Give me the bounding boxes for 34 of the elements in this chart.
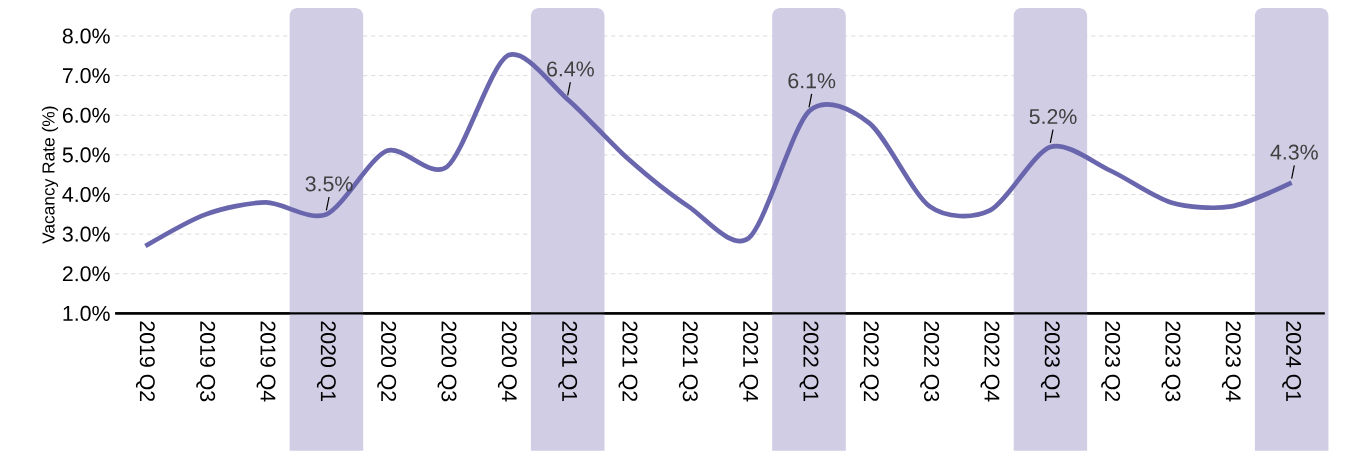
x-tick-label: 2023 Q2 <box>1101 321 1121 402</box>
x-tick-label: 2023 Q3 <box>1161 321 1181 402</box>
x-tick-label: 2023 Q1 <box>1040 321 1060 402</box>
x-tick-label: 2020 Q3 <box>437 321 457 402</box>
y-tick-label: 3.0% <box>62 226 110 242</box>
x-tick-label: 2024 Q1 <box>1282 321 1302 402</box>
data-label: 3.5% <box>305 176 353 192</box>
data-label: 6.1% <box>788 73 836 89</box>
x-tick-label: 2019 Q4 <box>256 321 276 402</box>
x-tick-label: 2022 Q1 <box>799 321 819 402</box>
x-tick-label: 2021 Q3 <box>678 321 698 402</box>
y-tick-label: 5.0% <box>62 147 110 163</box>
x-tick-label: 2023 Q4 <box>1221 321 1241 402</box>
data-label: 6.4% <box>547 61 594 77</box>
y-tick-label: 8.0% <box>62 28 110 44</box>
x-tick-label: 2019 Q3 <box>196 321 216 402</box>
x-tick-label: 2021 Q1 <box>558 321 578 402</box>
data-label: 4.3% <box>1270 144 1318 160</box>
y-tick-label: 6.0% <box>62 107 110 123</box>
x-tick-label: 2022 Q4 <box>980 321 1000 402</box>
x-tick-label: 2021 Q2 <box>618 321 638 402</box>
x-tick-label: 2020 Q2 <box>377 321 397 402</box>
y-tick-label: 2.0% <box>62 266 110 282</box>
y-tick-label: 4.0% <box>62 187 110 203</box>
data-label: 5.2% <box>1029 109 1077 125</box>
x-tick-label: 2020 Q4 <box>497 321 517 402</box>
x-tick-label: 2020 Q1 <box>316 321 336 402</box>
x-tick-label: 2021 Q4 <box>739 321 759 402</box>
y-tick-label: 7.0% <box>62 68 110 84</box>
y-axis-title: Vacancy Rate (%) <box>41 106 59 244</box>
x-tick-label: 2022 Q2 <box>859 321 879 402</box>
y-tick-label: 1.0% <box>63 305 110 322</box>
x-tick-label: 2019 Q2 <box>135 321 155 402</box>
x-tick-label: 2022 Q3 <box>920 321 940 402</box>
